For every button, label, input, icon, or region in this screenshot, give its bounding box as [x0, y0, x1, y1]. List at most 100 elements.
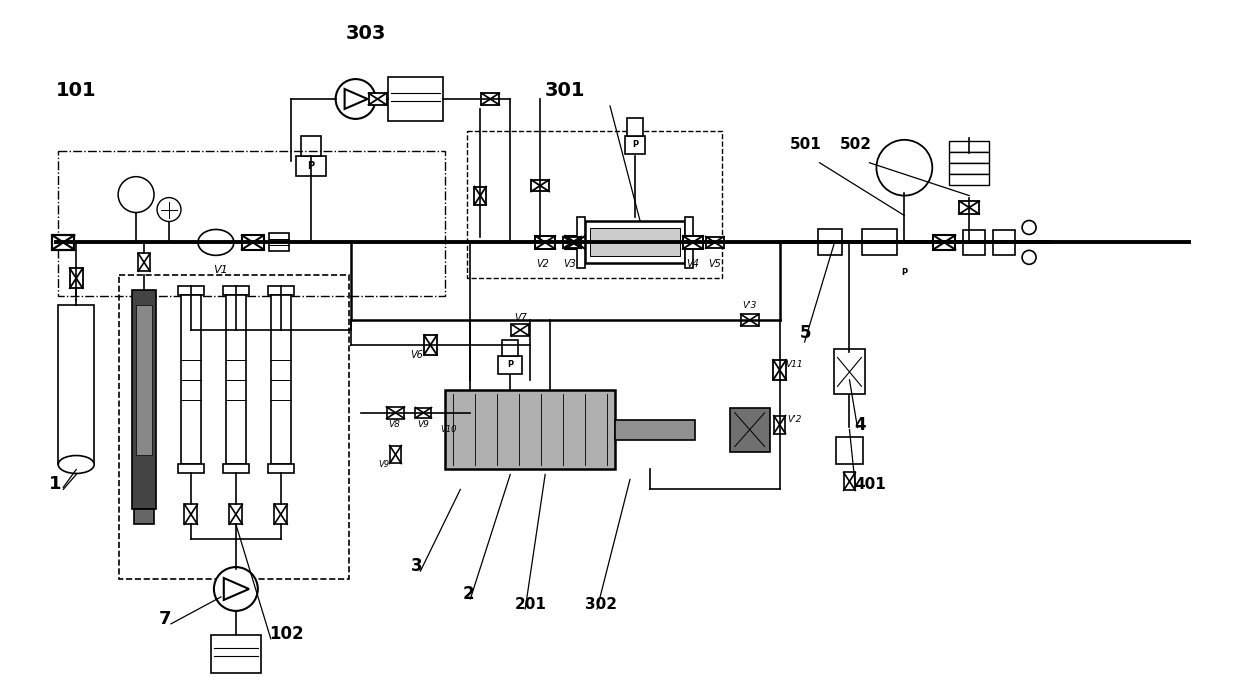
Polygon shape — [563, 237, 582, 248]
Polygon shape — [138, 253, 150, 271]
Bar — [181, 295, 201, 464]
Bar — [625, 136, 645, 153]
Polygon shape — [960, 201, 980, 214]
Polygon shape — [934, 235, 955, 250]
Text: V1: V1 — [213, 265, 228, 276]
Bar — [179, 464, 203, 473]
Bar — [836, 436, 863, 464]
Bar — [295, 155, 326, 176]
Bar — [467, 131, 722, 278]
Circle shape — [336, 79, 376, 119]
Text: 5: 5 — [800, 324, 811, 342]
Polygon shape — [274, 504, 288, 524]
Polygon shape — [424, 335, 436, 355]
Bar — [58, 151, 445, 296]
Bar — [627, 118, 644, 136]
Text: 502: 502 — [839, 137, 872, 152]
Text: P: P — [632, 140, 639, 149]
Bar — [223, 286, 249, 295]
Bar — [445, 390, 615, 469]
Polygon shape — [531, 180, 549, 192]
Bar — [950, 163, 990, 174]
Bar — [590, 228, 680, 256]
Text: 1: 1 — [50, 475, 62, 493]
Text: V8: V8 — [388, 420, 401, 429]
Text: 2: 2 — [463, 585, 474, 603]
Circle shape — [118, 177, 154, 213]
Text: V11: V11 — [786, 360, 804, 370]
Bar — [136, 305, 153, 454]
Circle shape — [157, 198, 181, 222]
Bar — [226, 295, 246, 464]
Text: 302: 302 — [585, 597, 618, 612]
Text: 4: 4 — [854, 415, 866, 434]
Text: V7: V7 — [513, 313, 527, 323]
Text: V5: V5 — [708, 259, 722, 269]
Polygon shape — [774, 360, 786, 380]
Bar — [179, 286, 203, 295]
Bar — [817, 229, 842, 255]
Bar — [223, 464, 249, 473]
Text: V'2: V'2 — [787, 415, 802, 424]
Polygon shape — [242, 235, 264, 250]
Polygon shape — [536, 236, 556, 249]
Polygon shape — [511, 324, 529, 336]
Polygon shape — [52, 235, 74, 250]
Bar — [950, 174, 990, 185]
Text: P: P — [901, 268, 908, 277]
Bar — [730, 408, 770, 451]
Polygon shape — [843, 473, 856, 490]
Polygon shape — [389, 445, 402, 464]
Bar — [993, 230, 1016, 255]
Text: 201: 201 — [516, 597, 547, 612]
Text: V10: V10 — [440, 425, 456, 434]
Polygon shape — [706, 237, 724, 248]
Bar — [388, 76, 443, 121]
Polygon shape — [475, 187, 486, 205]
Bar — [270, 295, 290, 464]
Bar — [950, 152, 990, 163]
Text: V4: V4 — [687, 259, 699, 269]
Text: 3: 3 — [410, 557, 422, 575]
Text: 401: 401 — [854, 477, 887, 492]
Circle shape — [215, 567, 258, 611]
Polygon shape — [683, 236, 703, 249]
Bar — [585, 222, 684, 263]
Text: V'3: V'3 — [743, 301, 756, 310]
Bar — [119, 276, 348, 579]
Bar — [862, 229, 897, 255]
Bar — [950, 140, 990, 152]
Bar — [502, 340, 518, 356]
Polygon shape — [387, 407, 404, 419]
Text: V9: V9 — [418, 420, 429, 429]
Polygon shape — [565, 236, 585, 249]
Bar — [301, 136, 321, 155]
Ellipse shape — [198, 229, 234, 255]
Text: P: P — [308, 161, 314, 170]
Polygon shape — [185, 504, 197, 524]
Polygon shape — [229, 504, 242, 524]
Bar — [833, 349, 866, 394]
Bar — [577, 216, 585, 268]
Text: 7: 7 — [159, 610, 171, 628]
Text: V6: V6 — [410, 350, 423, 360]
Text: 101: 101 — [56, 81, 97, 100]
Text: 501: 501 — [790, 137, 821, 152]
Text: V9: V9 — [378, 460, 389, 469]
Polygon shape — [368, 93, 387, 105]
Text: P: P — [507, 360, 513, 370]
Bar — [133, 291, 156, 509]
Circle shape — [877, 140, 932, 196]
Polygon shape — [69, 268, 83, 288]
Polygon shape — [415, 408, 432, 418]
Text: 102: 102 — [269, 625, 304, 642]
Bar — [58, 305, 94, 464]
Bar — [211, 635, 260, 672]
Ellipse shape — [58, 456, 94, 473]
Polygon shape — [481, 93, 500, 105]
Bar — [134, 509, 154, 524]
Bar — [268, 286, 294, 295]
Polygon shape — [774, 416, 785, 434]
Bar — [269, 233, 289, 252]
Bar — [963, 230, 986, 255]
